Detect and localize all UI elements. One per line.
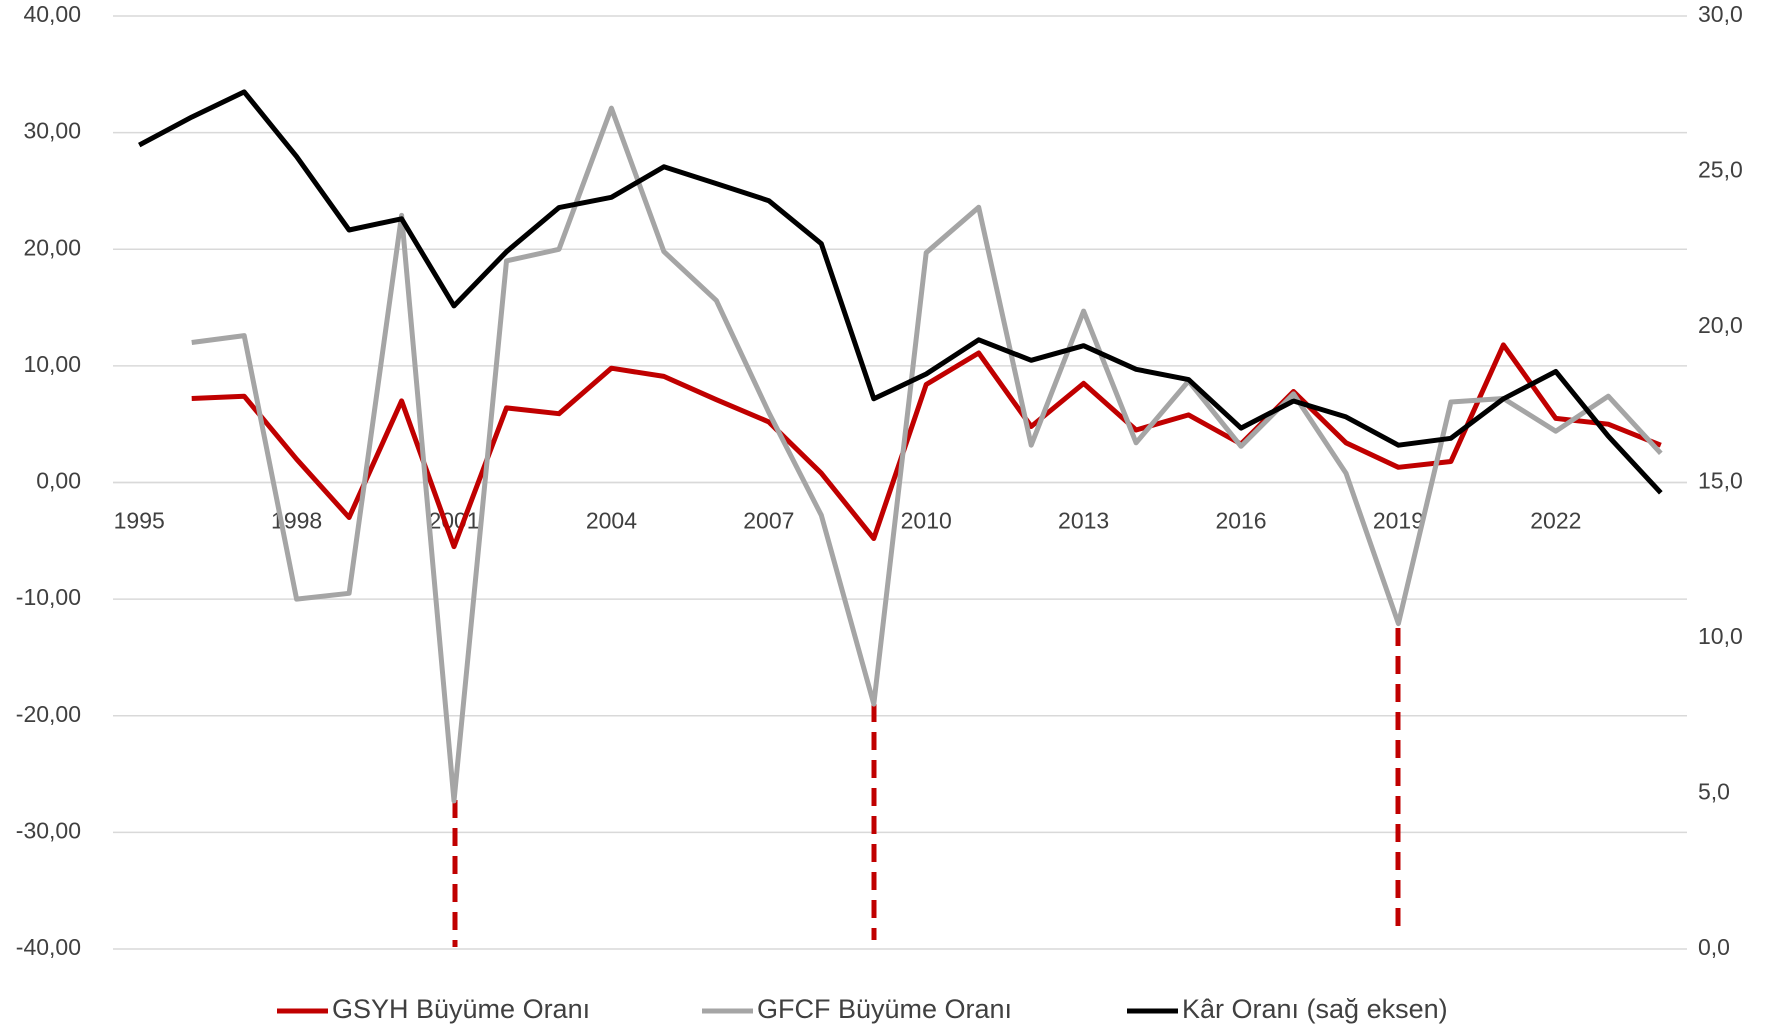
y2-tick-label: 0,0 [1698, 934, 1730, 960]
legend-label: GFCF Büyüme Oranı [757, 994, 1012, 1024]
x-tick-label: 2013 [1058, 508, 1109, 534]
y2-tick-label: 20,0 [1698, 312, 1743, 338]
x-tick-label: 2022 [1530, 508, 1581, 534]
series-line [191, 342, 1662, 550]
legend-label: Kâr Oranı (sağ eksen) [1182, 994, 1448, 1024]
series-line [191, 105, 1663, 804]
x-tick-label: 2010 [901, 508, 952, 534]
y2-tick-label: 5,0 [1698, 779, 1730, 805]
y-tick-label: 10,00 [23, 351, 81, 377]
y2-tick-label: 30,0 [1698, 1, 1743, 27]
x-tick-label: 2016 [1215, 508, 1266, 534]
legend: GSYH Büyüme Oranı GFCF Büyüme Oranı Kâr Or… [277, 994, 1448, 1024]
y-tick-label: 40,00 [23, 1, 81, 27]
legend-label: GSYH Büyüme Oranı [332, 994, 590, 1024]
y2-tick-label: 15,0 [1698, 468, 1743, 494]
y-tick-label: -40,00 [16, 934, 81, 960]
x-tick-label: 2019 [1373, 508, 1424, 534]
y-tick-label: 30,00 [23, 118, 81, 144]
y2-tick-label: 25,0 [1698, 157, 1743, 183]
x-tick-label: 2004 [586, 508, 637, 534]
y-tick-label: 0,00 [36, 468, 81, 494]
x-tick-label: 1995 [114, 508, 165, 534]
y-tick-label: -20,00 [16, 701, 81, 727]
x-tick-label: 2001 [428, 508, 479, 534]
series-line [138, 89, 1663, 495]
y-tick-label: 20,00 [23, 234, 81, 260]
x-tick-label: 2007 [743, 508, 794, 534]
recession-markers [452, 628, 1401, 947]
y-tick-label: -10,00 [16, 584, 81, 610]
y2-tick-label: 10,0 [1698, 623, 1743, 649]
y-tick-label: -30,00 [16, 817, 81, 843]
